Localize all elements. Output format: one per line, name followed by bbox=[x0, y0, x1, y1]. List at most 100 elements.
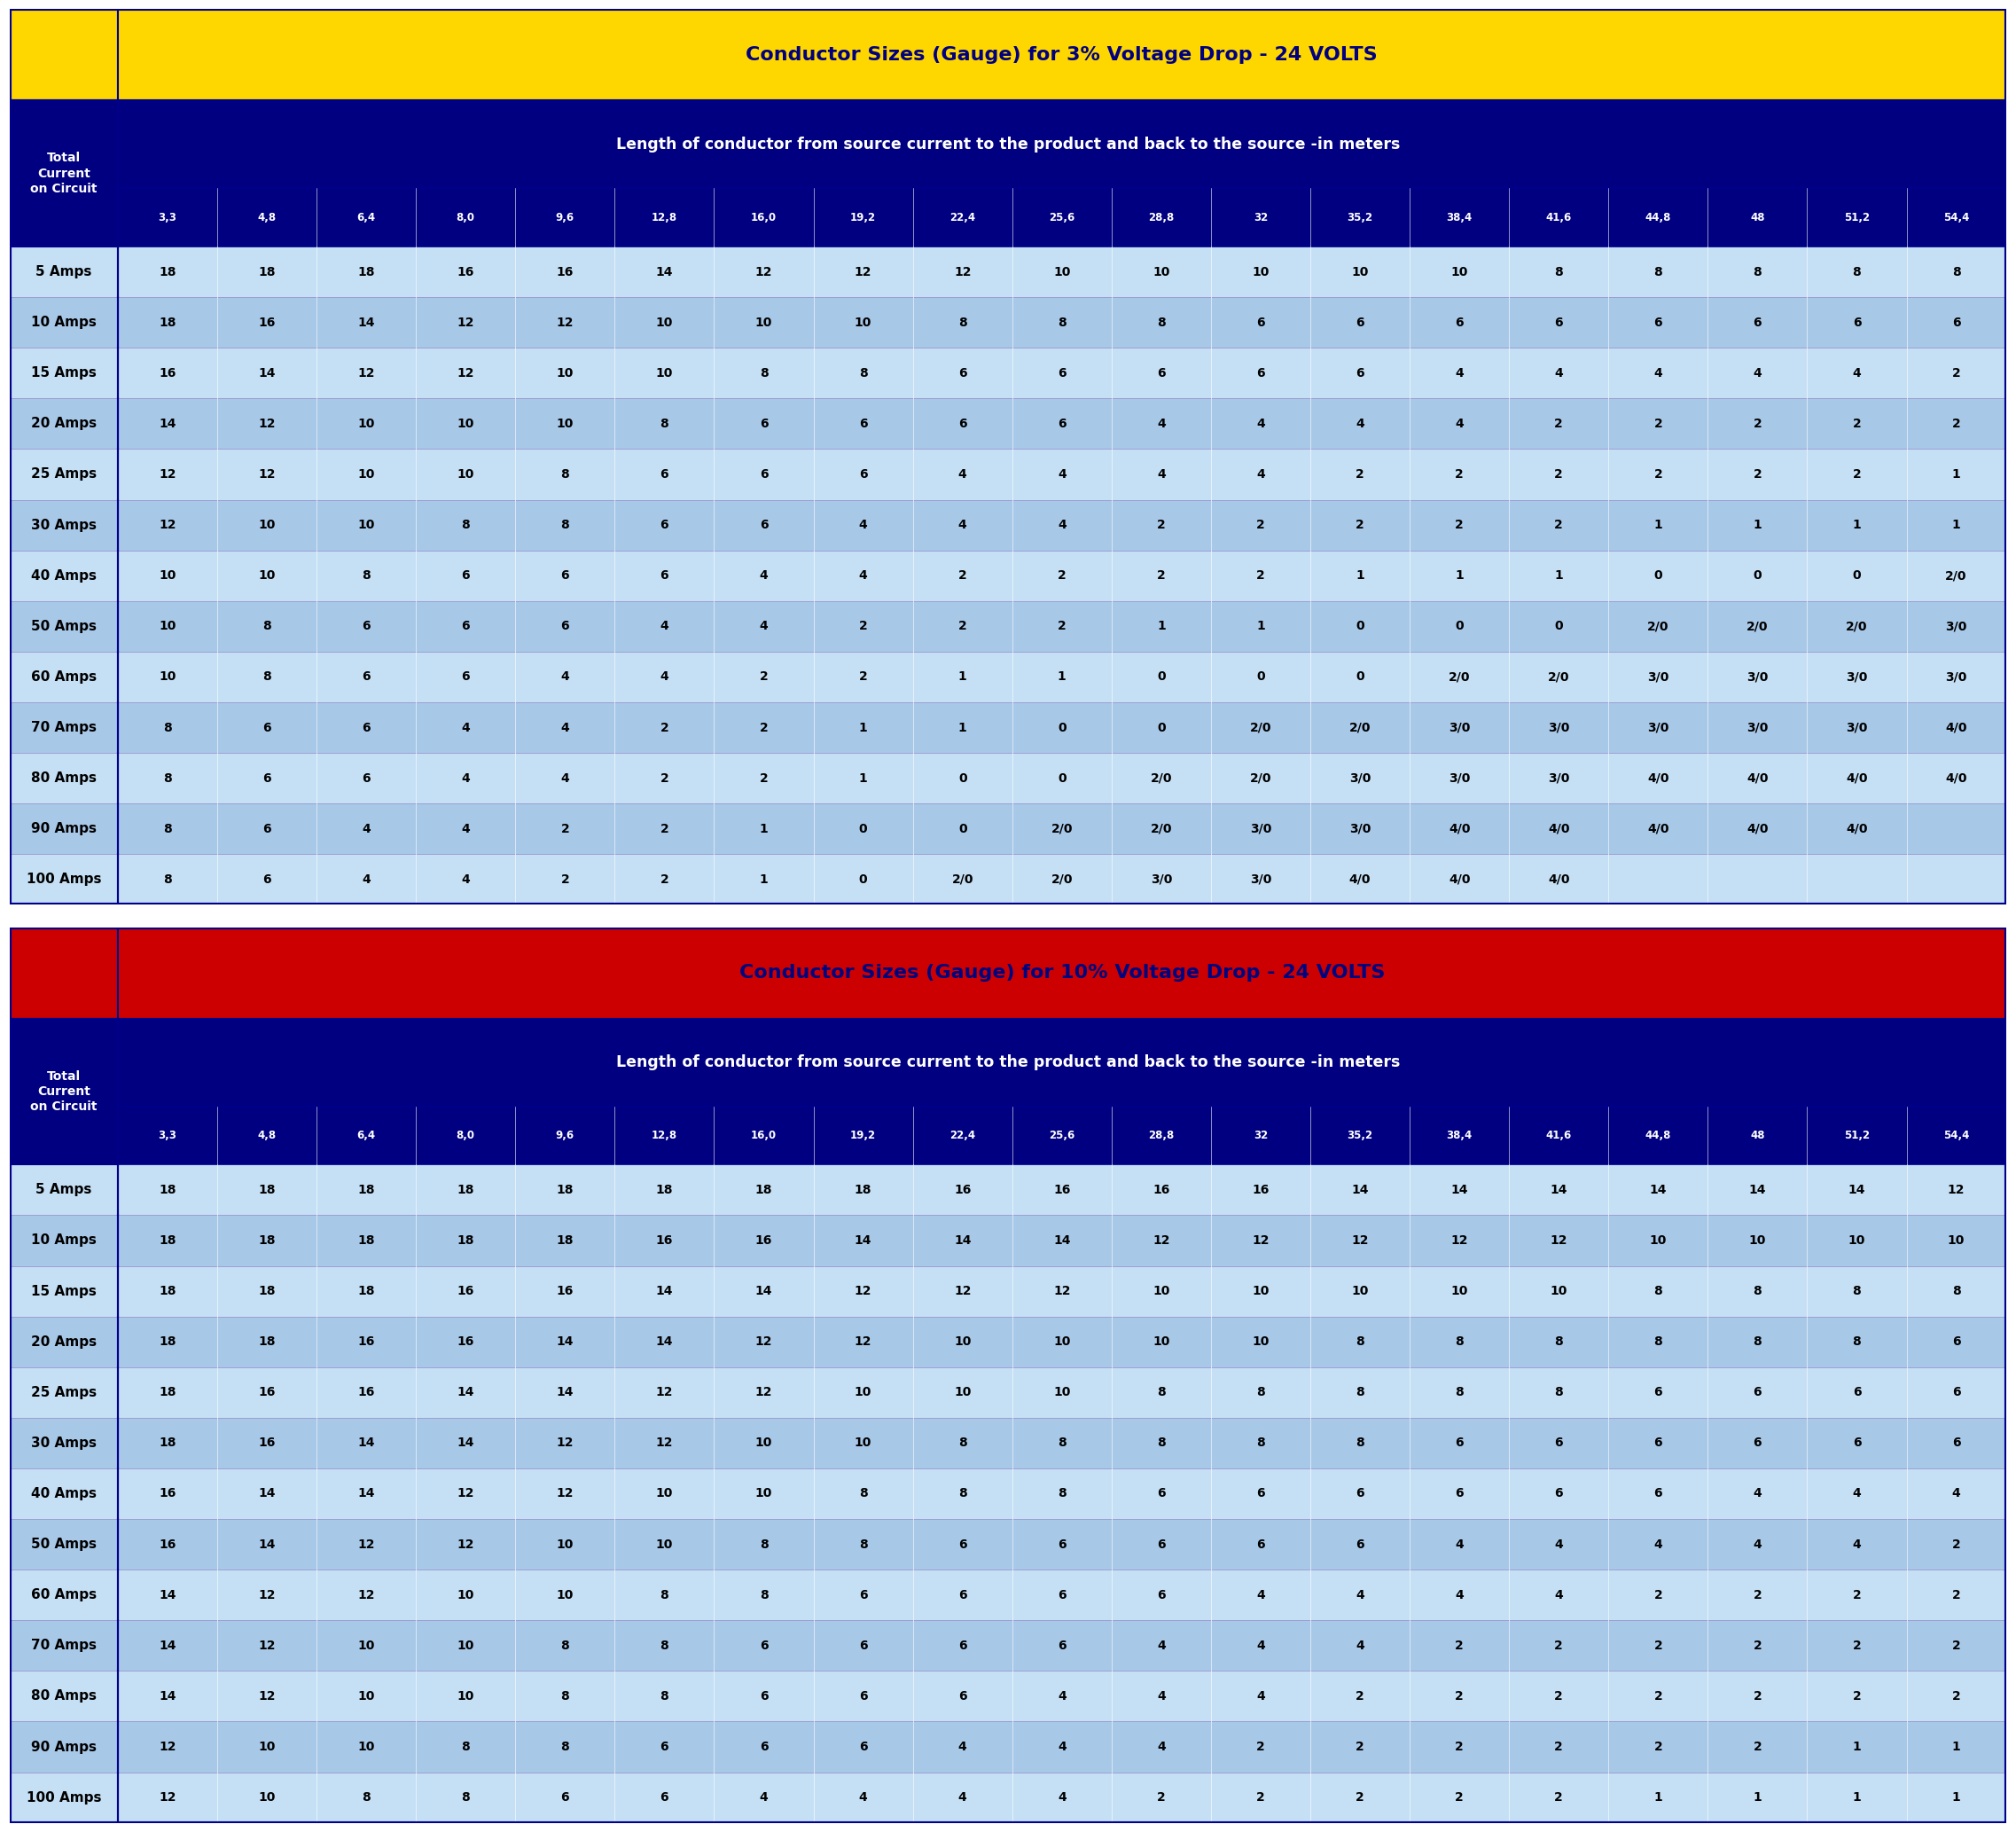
Text: 54,4: 54,4 bbox=[1943, 1130, 1970, 1141]
Text: 8: 8 bbox=[1853, 1336, 1861, 1348]
Text: 4: 4 bbox=[560, 671, 569, 683]
Text: 6: 6 bbox=[262, 771, 272, 784]
Text: 35,2: 35,2 bbox=[1347, 1130, 1373, 1141]
Text: 8: 8 bbox=[659, 1588, 669, 1601]
Text: 41,6: 41,6 bbox=[1546, 1130, 1572, 1141]
Bar bbox=[10, 753, 2006, 804]
Text: 6: 6 bbox=[363, 619, 371, 632]
Text: 10: 10 bbox=[357, 1691, 375, 1702]
Text: 4: 4 bbox=[1157, 469, 1165, 480]
Text: 6: 6 bbox=[1355, 1539, 1365, 1550]
Text: 3/0: 3/0 bbox=[1349, 823, 1371, 835]
Text: 10: 10 bbox=[1052, 1387, 1070, 1398]
Text: 2: 2 bbox=[760, 671, 768, 683]
Text: 8: 8 bbox=[659, 1691, 669, 1702]
Text: 2: 2 bbox=[1754, 1691, 1762, 1702]
Text: 18: 18 bbox=[357, 266, 375, 278]
Text: 10: 10 bbox=[556, 366, 575, 379]
Text: 12: 12 bbox=[954, 1284, 972, 1297]
Text: 6: 6 bbox=[363, 671, 371, 683]
Text: 18: 18 bbox=[159, 317, 175, 328]
Text: 1: 1 bbox=[1355, 570, 1365, 583]
Bar bbox=[10, 101, 2006, 189]
Text: 10: 10 bbox=[258, 1740, 276, 1753]
Text: 4: 4 bbox=[859, 1792, 867, 1805]
Text: 10: 10 bbox=[1153, 1284, 1169, 1297]
Text: 4: 4 bbox=[958, 1740, 968, 1753]
Text: 12: 12 bbox=[756, 266, 772, 278]
Text: 2/0: 2/0 bbox=[1050, 823, 1073, 835]
Bar bbox=[10, 1165, 2006, 1215]
Text: 8: 8 bbox=[363, 570, 371, 583]
Text: 16: 16 bbox=[756, 1235, 772, 1248]
Text: 0: 0 bbox=[1754, 570, 1762, 583]
Text: 10: 10 bbox=[855, 317, 871, 328]
Text: 0: 0 bbox=[1853, 570, 1861, 583]
Bar bbox=[10, 1469, 2006, 1519]
Text: 4,8: 4,8 bbox=[258, 1130, 276, 1141]
Bar bbox=[117, 189, 2006, 247]
Text: 8: 8 bbox=[1456, 1387, 1464, 1398]
Text: 10: 10 bbox=[556, 1588, 575, 1601]
Text: 4: 4 bbox=[760, 619, 768, 632]
Text: 6: 6 bbox=[262, 874, 272, 885]
Text: 2: 2 bbox=[1355, 1792, 1365, 1805]
Bar bbox=[10, 1019, 2006, 1107]
Text: 12: 12 bbox=[855, 266, 871, 278]
Text: 4: 4 bbox=[859, 518, 867, 531]
Text: 30 Amps: 30 Amps bbox=[30, 1436, 97, 1449]
Text: 4: 4 bbox=[659, 671, 669, 683]
Text: 16: 16 bbox=[655, 1235, 673, 1248]
Text: 10: 10 bbox=[1252, 1284, 1270, 1297]
Text: 2: 2 bbox=[1754, 1640, 1762, 1652]
Text: 2/0: 2/0 bbox=[1746, 619, 1768, 632]
Text: 14: 14 bbox=[655, 1336, 673, 1348]
Text: 6: 6 bbox=[560, 570, 569, 583]
Text: 4: 4 bbox=[958, 518, 968, 531]
Text: 2: 2 bbox=[1653, 1640, 1663, 1652]
Text: 20 Amps: 20 Amps bbox=[30, 1336, 97, 1348]
Text: 25 Amps: 25 Amps bbox=[30, 467, 97, 482]
Text: 14: 14 bbox=[756, 1284, 772, 1297]
Text: 14: 14 bbox=[258, 366, 276, 379]
Bar bbox=[10, 652, 2006, 702]
Text: 35,2: 35,2 bbox=[1347, 213, 1373, 224]
Text: 2: 2 bbox=[1653, 1588, 1663, 1601]
Text: 2: 2 bbox=[760, 771, 768, 784]
Text: 8: 8 bbox=[1355, 1436, 1365, 1449]
Text: 0: 0 bbox=[1653, 570, 1663, 583]
Text: 100 Amps: 100 Amps bbox=[26, 872, 101, 887]
Text: 12: 12 bbox=[458, 1539, 474, 1550]
Text: 2: 2 bbox=[1554, 1691, 1562, 1702]
Text: 10: 10 bbox=[655, 366, 673, 379]
Text: 48: 48 bbox=[1750, 1130, 1764, 1141]
Text: 15 Amps: 15 Amps bbox=[30, 1284, 97, 1297]
Text: 10: 10 bbox=[258, 570, 276, 583]
Text: 6: 6 bbox=[1653, 1488, 1663, 1500]
Text: 30 Amps: 30 Amps bbox=[30, 518, 97, 531]
Text: 12: 12 bbox=[159, 518, 175, 531]
Text: 2: 2 bbox=[1853, 1640, 1861, 1652]
Text: 4: 4 bbox=[1853, 366, 1861, 379]
Text: 2: 2 bbox=[1554, 1740, 1562, 1753]
Text: 12: 12 bbox=[458, 317, 474, 328]
Text: 10: 10 bbox=[1153, 266, 1169, 278]
Text: 10: 10 bbox=[1849, 1235, 1865, 1248]
Text: 2: 2 bbox=[1456, 1640, 1464, 1652]
Text: 8: 8 bbox=[262, 671, 272, 683]
Text: 8: 8 bbox=[560, 469, 569, 480]
Text: 2: 2 bbox=[760, 722, 768, 735]
Bar bbox=[10, 1671, 2006, 1722]
Text: 1: 1 bbox=[760, 874, 768, 885]
Text: 4/0: 4/0 bbox=[1945, 771, 1968, 784]
Text: 10: 10 bbox=[159, 671, 175, 683]
Text: 6: 6 bbox=[659, 570, 669, 583]
Text: 2: 2 bbox=[1951, 1640, 1960, 1652]
Text: 4: 4 bbox=[1754, 1488, 1762, 1500]
Text: 10: 10 bbox=[258, 1792, 276, 1805]
Text: 2: 2 bbox=[1058, 619, 1066, 632]
Text: 1: 1 bbox=[859, 771, 867, 784]
Text: 1: 1 bbox=[1653, 518, 1663, 531]
Text: 16: 16 bbox=[357, 1336, 375, 1348]
Text: 14: 14 bbox=[954, 1235, 972, 1248]
